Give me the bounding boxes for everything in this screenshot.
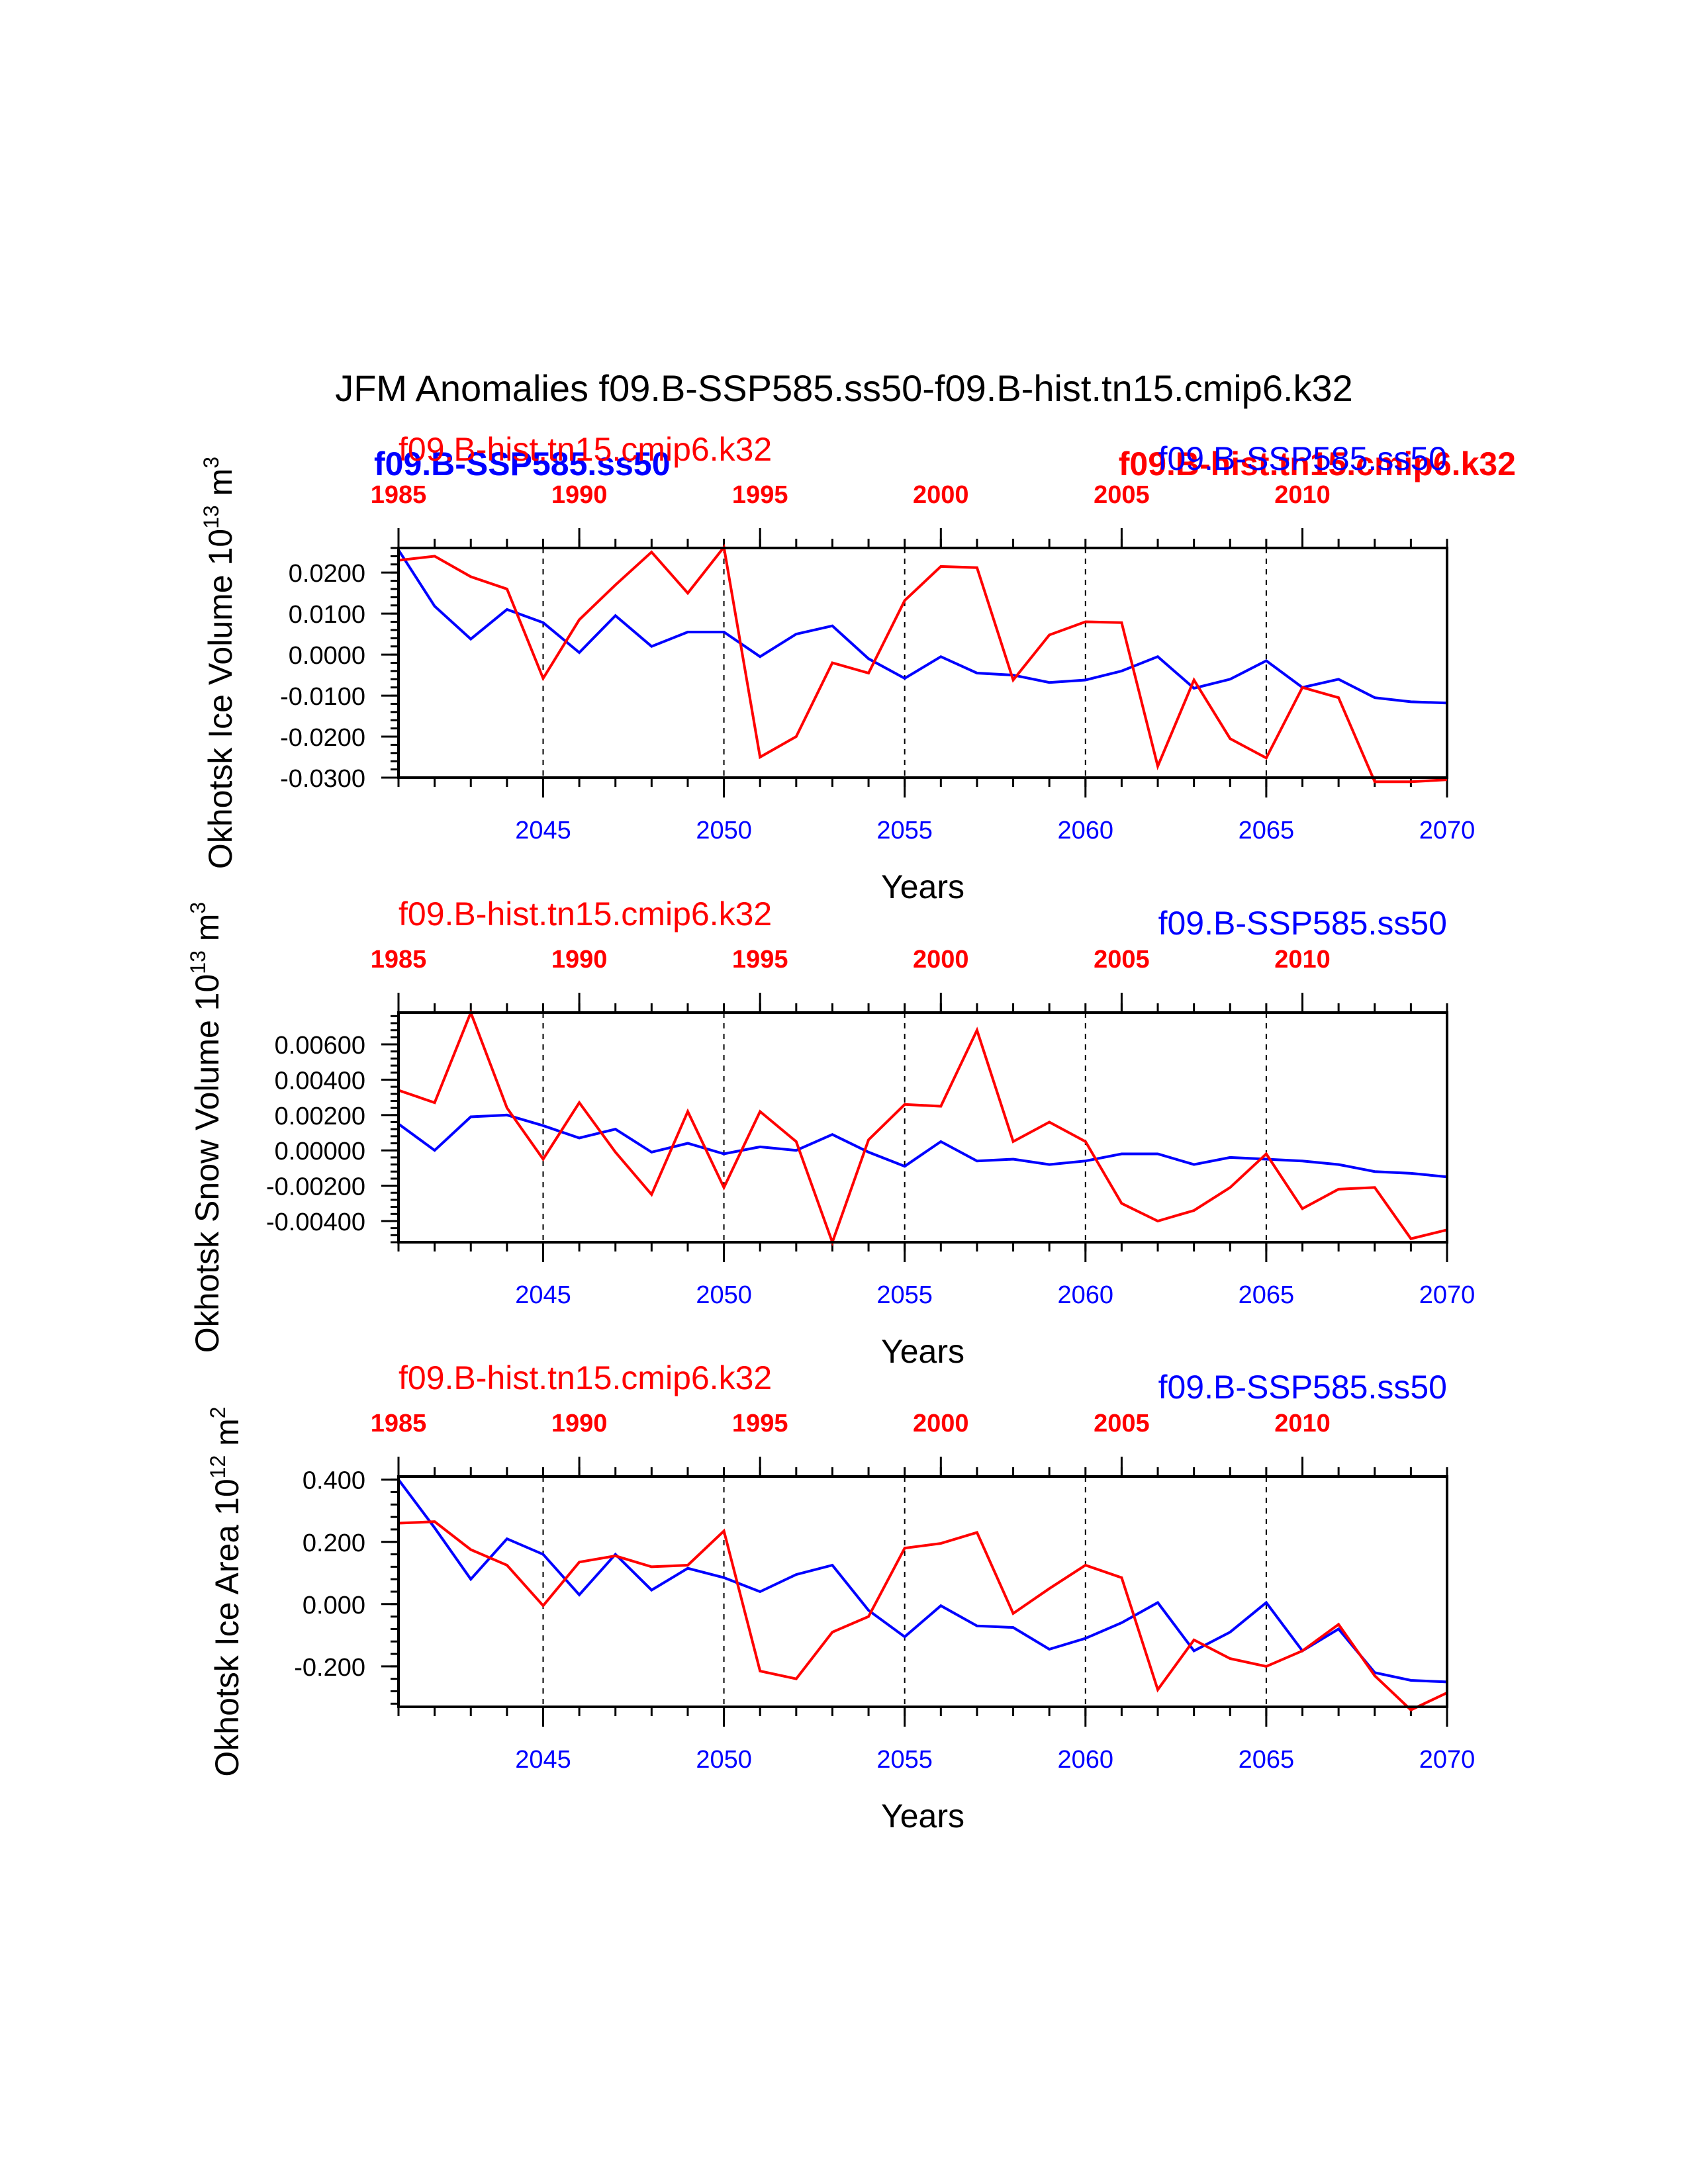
legend-ssp-label: f09.B-SSP585.ss50	[1158, 440, 1447, 477]
plot-frame	[397, 1475, 1448, 1708]
y-tick-label: 0.400	[303, 1467, 365, 1495]
y-axis-title-superscript: 3	[186, 902, 210, 914]
hist-series-line	[398, 1009, 1448, 1246]
top-tick-label: 1985	[371, 946, 427, 974]
x-axis-title: Years	[881, 1797, 964, 1835]
top-tick-label: 2000	[913, 1410, 969, 1437]
top-tick-label: 1995	[732, 1410, 788, 1437]
y-axis-title-part: Okhotsk Ice Volume 10	[202, 529, 239, 869]
y-tick-label: -0.0100	[280, 683, 365, 711]
top-tick-label: 1995	[732, 946, 788, 974]
y-axis-title-part: Okhotsk Snow Volume 10	[189, 974, 226, 1353]
bottom-tick-label: 2070	[1419, 817, 1476, 844]
legend-hist-label: f09.B-hist.tn15.cmip6.k32	[399, 895, 772, 933]
ice-area-panel: 2045 2050 2055 2060 2065 2070 1985 1990 1995 2000…	[206, 1359, 1475, 1835]
top-tick-label: 2010	[1274, 946, 1331, 974]
bottom-tick-label: 2070	[1419, 1746, 1476, 1774]
bottom-tick-label: 2050	[696, 1746, 752, 1774]
legend-ssp-label: f09.B-SSP585.ss50	[1158, 905, 1447, 942]
top-tick-label: 1985	[371, 481, 427, 509]
bottom-tick-label: 2045	[515, 1281, 571, 1309]
top-tick-label: 2000	[913, 946, 969, 974]
y-tick-label: -0.0200	[280, 724, 365, 752]
top-tick-label: 2000	[913, 481, 969, 509]
y-tick-label: 0.00400	[275, 1067, 365, 1095]
bottom-tick-label: 2050	[696, 817, 752, 844]
top-tick-label: 2010	[1274, 481, 1331, 509]
overlay-label-hist: f09.B-hist.tn15.cmip6.k32	[1119, 445, 1516, 482]
y-tick-label: 0.00600	[275, 1032, 365, 1060]
y-tick-label: -0.200	[294, 1654, 365, 1682]
bottom-tick-label: 2055	[876, 817, 933, 844]
x-axis-title: Years	[881, 1333, 964, 1370]
top-tick-label: 2005	[1094, 1410, 1150, 1437]
y-axis-title-part: m	[202, 469, 239, 506]
bottom-tick-label: 2045	[515, 817, 571, 844]
top-tick-label: 1990	[551, 946, 608, 974]
hist-series-line	[398, 544, 1448, 784]
bottom-tick-label: 2055	[876, 1746, 933, 1774]
ice-volume-panel: 2045 2050 2055 2060 2065 2070 1985 1990 1995 2000…	[199, 431, 1475, 905]
y-axis-title: Okhotsk Ice Volume 1013 m3	[199, 457, 239, 869]
bottom-tick-label: 2060	[1058, 1281, 1114, 1309]
top-tick-label: 1995	[732, 481, 788, 509]
y-axis-title-superscript: 13	[186, 950, 210, 974]
y-axis-title-part: m	[209, 1418, 246, 1455]
x-axis-title: Years	[881, 868, 964, 905]
hist-series-line	[398, 1520, 1448, 1712]
plot-frame	[397, 547, 1448, 779]
y-axis-title-part: m	[189, 914, 226, 951]
ssp-series-line	[397, 1113, 1448, 1179]
ssp-series-line	[397, 549, 1448, 705]
bottom-tick-label: 2055	[876, 1281, 933, 1309]
y-axis-title: Okhotsk Ice Area 1012 m2	[206, 1406, 246, 1776]
snow-volume-panel: 2045 2050 2055 2060 2065 2070 1985 1990 1995 2000…	[186, 895, 1475, 1370]
top-tick-label: 2010	[1274, 1410, 1331, 1437]
y-tick-label: 0.0000	[289, 642, 365, 670]
y-tick-label: 0.00200	[275, 1103, 365, 1130]
y-axis-title: Okhotsk Snow Volume 1013 m3	[186, 902, 226, 1353]
top-tick-label: 2005	[1094, 481, 1150, 509]
bottom-tick-label: 2060	[1058, 817, 1114, 844]
top-tick-label: 1985	[371, 1410, 427, 1437]
legend-hist-label: f09.B-hist.tn15.cmip6.k32	[399, 1359, 772, 1396]
bottom-tick-label: 2060	[1058, 1746, 1114, 1774]
y-tick-label: 0.200	[303, 1529, 365, 1557]
y-tick-label: 0.000	[303, 1592, 365, 1619]
top-tick-label: 1990	[551, 481, 608, 509]
bottom-tick-label: 2065	[1239, 817, 1295, 844]
bottom-tick-label: 2045	[515, 1746, 571, 1774]
y-tick-label: -0.0300	[280, 765, 365, 793]
overlay-label-ssp: f09.B-SSP585.ss50	[374, 445, 671, 482]
y-tick-label: -0.00200	[266, 1173, 365, 1201]
legend-ssp-label: f09.B-SSP585.ss50	[1158, 1369, 1447, 1406]
y-tick-label: -0.00400	[266, 1208, 365, 1236]
y-axis-title-part: Okhotsk Ice Area 10	[209, 1479, 246, 1776]
top-tick-label: 2005	[1094, 946, 1150, 974]
y-axis-title-superscript: 3	[199, 457, 223, 469]
y-tick-label: 0.0100	[289, 601, 365, 629]
y-axis-title-superscript: 12	[206, 1455, 230, 1479]
plot-frame	[397, 1011, 1448, 1244]
bottom-tick-label: 2065	[1239, 1746, 1295, 1774]
legend-hist-label: f09.B-hist.tn15.cmip6.k32	[399, 431, 772, 468]
bottom-tick-label: 2065	[1239, 1281, 1295, 1309]
y-axis-title-superscript: 2	[206, 1406, 230, 1418]
bottom-tick-label: 2050	[696, 1281, 752, 1309]
figure-title: JFM Anomalies f09.B-SSP585.ss50-f09.B-hi…	[335, 367, 1353, 409]
y-axis-title-superscript: 13	[199, 505, 223, 529]
ssp-series-line	[397, 1479, 1448, 1684]
y-tick-label: 0.0200	[289, 560, 365, 588]
bottom-tick-label: 2070	[1419, 1281, 1476, 1309]
top-tick-label: 1990	[551, 1410, 608, 1437]
y-tick-label: 0.00000	[275, 1138, 365, 1165]
